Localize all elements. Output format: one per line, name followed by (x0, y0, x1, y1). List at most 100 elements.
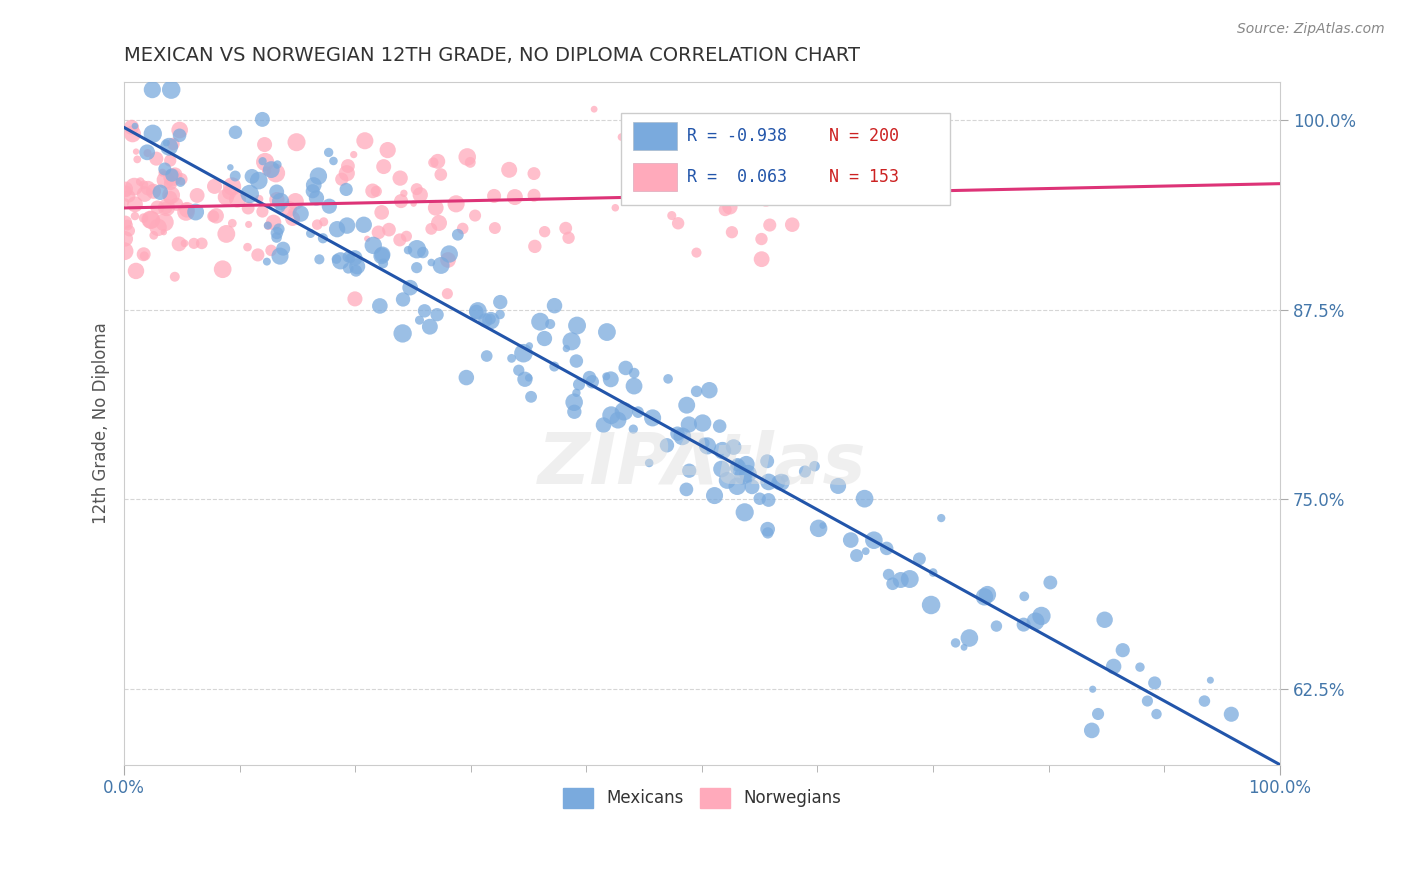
Point (755, 191, 778, 205)
Point (758, 493, 780, 508)
Point (1081, 723, 1104, 738)
Point (252, 112, 274, 127)
Point (318, 199, 340, 213)
Point (218, 186, 240, 200)
Point (756, 522, 779, 536)
Point (678, 417, 700, 432)
Point (678, 464, 700, 478)
Point (124, 197, 146, 211)
Point (236, 240, 259, 254)
Point (731, 468, 754, 483)
Point (876, 541, 898, 556)
Point (419, 319, 441, 334)
Point (256, 219, 278, 233)
Point (489, 295, 512, 310)
Point (721, 225, 744, 239)
Point (115, 185, 138, 199)
Point (409, 187, 432, 202)
Point (489, 308, 512, 322)
Point (693, 436, 716, 450)
Point (430, 168, 453, 182)
Point (186, 188, 208, 202)
Text: N = 200: N = 200 (830, 127, 898, 145)
Point (307, 169, 329, 183)
Point (725, 479, 748, 493)
Point (957, 631, 980, 645)
Point (149, 186, 172, 200)
Point (1094, 613, 1116, 627)
Point (134, 249, 156, 263)
Point (252, 154, 274, 169)
Point (114, 195, 136, 210)
Point (405, 260, 427, 275)
Point (221, 216, 243, 230)
Point (132, 247, 155, 261)
Point (236, 201, 259, 215)
Point (152, 166, 174, 180)
Point (305, 191, 328, 205)
Point (607, 413, 630, 427)
Point (167, 236, 190, 251)
Point (142, 228, 165, 243)
Point (456, 370, 478, 384)
Point (221, 179, 243, 194)
Point (366, 184, 388, 198)
Point (600, 408, 623, 422)
Point (595, 369, 617, 384)
Point (211, 262, 233, 277)
Point (853, 491, 876, 506)
Point (141, 82, 163, 96)
Point (627, 405, 650, 419)
Point (986, 619, 1008, 633)
Text: N = 153: N = 153 (830, 168, 898, 186)
Point (391, 326, 413, 341)
FancyBboxPatch shape (621, 112, 950, 205)
Point (219, 161, 242, 175)
Point (353, 218, 375, 232)
Point (142, 127, 165, 141)
Point (269, 249, 291, 263)
Point (169, 123, 191, 137)
Point (125, 264, 148, 278)
Point (318, 145, 340, 160)
Point (855, 544, 877, 558)
Point (134, 187, 156, 202)
Point (224, 125, 246, 139)
Point (129, 175, 152, 189)
Point (202, 209, 225, 223)
Point (734, 505, 756, 519)
Point (523, 188, 546, 202)
Point (479, 312, 502, 326)
Point (638, 456, 661, 470)
Point (155, 201, 177, 215)
Point (973, 590, 995, 604)
Point (1199, 673, 1222, 688)
Point (127, 153, 149, 167)
Point (260, 244, 283, 258)
Point (139, 212, 162, 227)
Point (1102, 659, 1125, 673)
Point (114, 182, 136, 196)
Point (159, 153, 181, 168)
Point (1012, 617, 1035, 632)
Point (675, 483, 697, 497)
Point (605, 201, 627, 215)
Point (623, 379, 645, 393)
Point (758, 218, 780, 232)
Point (685, 384, 707, 399)
Point (118, 224, 141, 238)
Point (114, 215, 136, 229)
Point (412, 245, 434, 260)
Point (578, 370, 600, 384)
Point (402, 196, 425, 211)
Point (253, 137, 276, 152)
Point (718, 200, 741, 214)
Point (741, 480, 763, 494)
Point (224, 169, 246, 183)
Point (568, 377, 591, 392)
Point (437, 252, 460, 267)
Point (666, 426, 689, 441)
Point (155, 173, 177, 187)
Point (270, 194, 292, 209)
Point (543, 359, 565, 374)
